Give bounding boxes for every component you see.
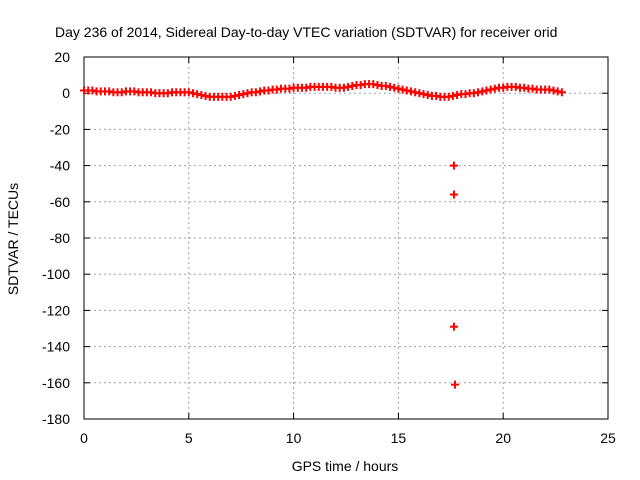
data-point — [449, 161, 458, 170]
data-point — [450, 380, 459, 389]
chart-title: Day 236 of 2014, Sidereal Day-to-day VTE… — [55, 24, 557, 40]
data-point — [449, 322, 458, 331]
y-tick-label: -140 — [42, 339, 70, 355]
y-tick-label: 0 — [62, 85, 70, 101]
x-tick-label: 20 — [495, 430, 511, 446]
x-tick-label: 25 — [600, 430, 616, 446]
y-tick-label: -20 — [50, 121, 70, 137]
y-tick-label: 20 — [54, 49, 70, 65]
y-tick-label: -100 — [42, 266, 70, 282]
y-axis-label: SDTVAR / TECUs — [5, 183, 21, 295]
x-tick-label: 5 — [185, 430, 193, 446]
data-point — [557, 88, 566, 97]
axis-ticks: 0 5 10 15 20 25 20 0 -20 -40 -60 -80 -100 -120 -140 -16… — [42, 49, 616, 446]
y-tick-label: -160 — [42, 375, 70, 391]
y-tick-label: -40 — [50, 158, 70, 174]
data-point — [449, 190, 458, 199]
grid — [84, 57, 608, 419]
y-tick-label: -60 — [50, 194, 70, 210]
y-tick-label: -180 — [42, 411, 70, 427]
x-tick-label: 10 — [286, 430, 302, 446]
x-tick-label: 0 — [80, 430, 88, 446]
y-tick-label: -120 — [42, 302, 70, 318]
y-tick-label: -80 — [50, 230, 70, 246]
data-points — [80, 80, 566, 389]
x-tick-label: 15 — [391, 430, 407, 446]
x-axis-label: GPS time / hours — [292, 458, 399, 474]
